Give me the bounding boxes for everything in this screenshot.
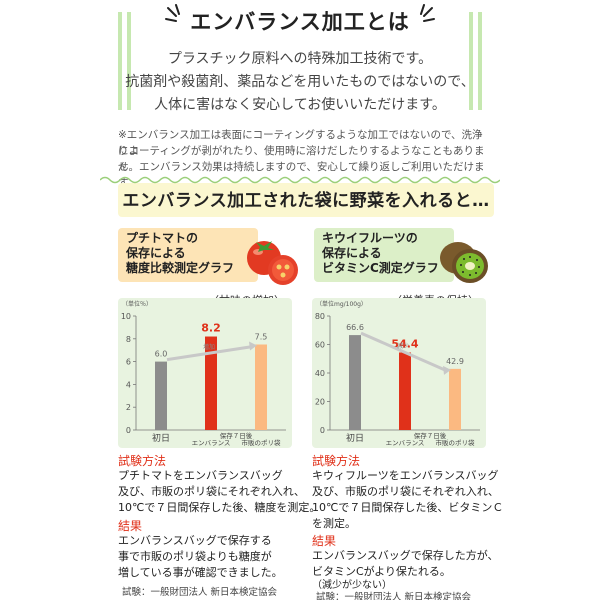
note-line-1: ※エンバランス加工は表面にコーティングするような加工ではないので、洗浄によ	[118, 129, 483, 157]
spark-left-icon	[165, 4, 180, 22]
intro-line-3: 人体に害はなく安心してお使いいただけます。	[154, 97, 446, 113]
right-method-line-1: キウィフルーツをエンバランスバッグ	[312, 469, 499, 482]
right-method-title: 試験方法	[312, 454, 361, 468]
decor-bar-left-inner	[127, 12, 131, 110]
right-heading-line-3: ビタミンC測定グラフ	[322, 261, 439, 275]
left-method-title: 試験方法	[118, 454, 167, 468]
left-heading-line-1: プチトマトの	[126, 231, 199, 245]
right-method-line-4: を測定。	[312, 517, 356, 530]
right-heading-line-2: 保存による	[322, 246, 382, 260]
right-result-line-1: エンバランスバッグで保存した方が、	[312, 549, 499, 562]
left-result-line-3: 増している事が確認できました。	[118, 566, 283, 579]
right-result-line-3: （減少が少ない）	[312, 580, 392, 591]
section-title: エンバランス加工された袋に野菜を入れると…	[122, 191, 490, 211]
note-line-2: りコーティングが剥がれたり、使用時に溶けだしたりするようなこともありませ	[118, 145, 485, 173]
page-title: エンバランス加工とは	[164, 6, 436, 37]
left-heading-line-2: 保存による	[126, 246, 186, 260]
right-source: 試験：一般財団法人 新日本検定協会	[316, 592, 472, 600]
page-title-wrap: エンバランス加工とは	[0, 6, 600, 37]
kiwi-icon	[440, 242, 488, 283]
wavy-divider	[100, 176, 500, 184]
left-method-line-3: 10℃で７日間保存した後、糖度を測定。	[118, 501, 321, 514]
left-method-line-2: 及び、市販のポリ袋にそれぞれ入れ、	[118, 485, 305, 498]
left-result-line-1: エンバランスバッグで保存する	[118, 534, 272, 547]
right-chart-panel	[312, 298, 486, 448]
tomato-icon	[247, 241, 298, 285]
right-method-line-2: 及び、市販のポリ袋にそれぞれ入れ、	[312, 485, 499, 498]
decor-bar-right-outer	[478, 12, 482, 110]
left-chart-panel	[118, 298, 292, 448]
left-result-title: 結果	[118, 519, 143, 533]
left-heading-line-3: 糖度比較測定グラフ	[126, 261, 235, 275]
left-method-line-1: プチトマトをエンバランスバッグ	[118, 469, 283, 482]
right-result-line-2: ビタミンCがより保たれる。	[312, 565, 451, 578]
intro-line-2: 抗菌剤や殺菌剤、薬品などを用いたものではないので、	[125, 74, 475, 90]
left-result-line-2: 事で市販のポリ袋よりも糖度が	[118, 550, 272, 563]
spark-right-icon	[420, 4, 435, 22]
right-result-title: 結果	[312, 534, 337, 548]
left-card-heading: プチトマトの 保存による 糖度比較測定グラフ	[118, 228, 258, 282]
intro-line-1: プラスチック原料への特殊加工技術です。	[167, 51, 433, 67]
section-banner	[118, 183, 494, 217]
decor-bar-left-outer	[118, 12, 122, 110]
right-card-heading: キウイフルーツの 保存による ビタミンC測定グラフ	[314, 228, 454, 282]
left-source: 試験：一般財団法人 新日本検定協会	[122, 587, 278, 598]
right-method-line-3: 10℃で７日間保存した後、ビタミンＣ	[312, 501, 504, 514]
decor-bar-right-inner	[469, 12, 473, 110]
right-heading-line-1: キウイフルーツの	[322, 231, 418, 245]
